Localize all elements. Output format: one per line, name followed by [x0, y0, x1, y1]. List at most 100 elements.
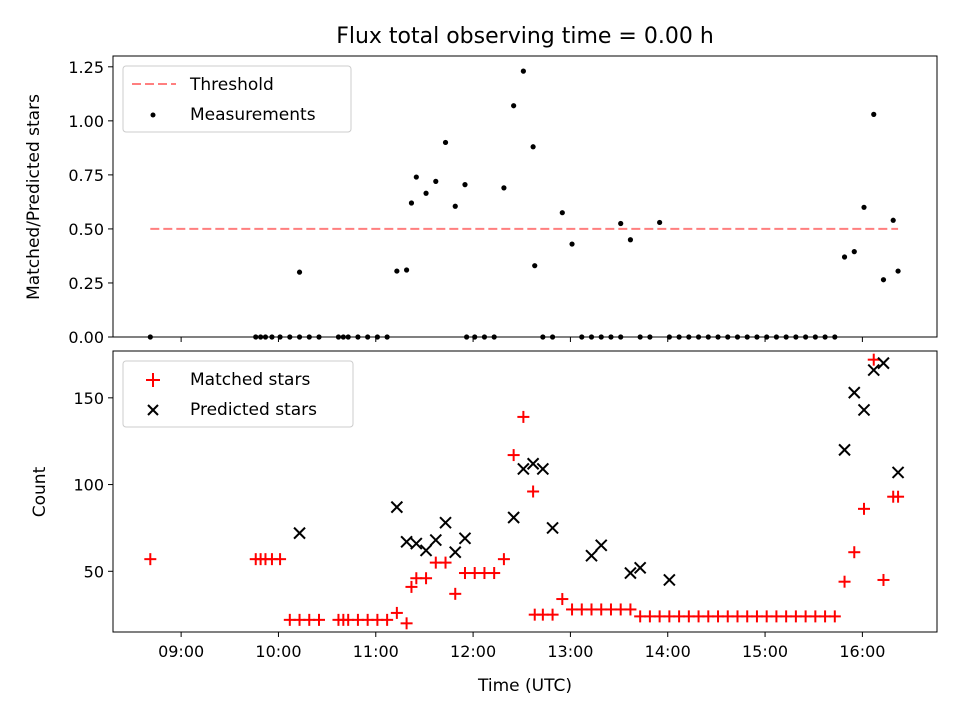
count-y-axis-label: Count [30, 466, 50, 517]
count-legend-box [122, 360, 354, 428]
matched-legend-label: Matched stars [190, 370, 310, 390]
predicted-star-point [838, 443, 851, 457]
predicted-star-stroke-b [848, 386, 861, 399]
measurement-point [890, 217, 896, 223]
ratio-plot-frame [112, 55, 938, 338]
count-plot-axes: 50 100 150 09:00 10:00 11:00 12:00 13:00 14:00 15… [73, 389, 885, 661]
y-tick-label: 50 [84, 562, 104, 581]
count-plot-frame [112, 350, 938, 633]
matched-star-point [313, 613, 325, 626]
matched-star-point [400, 617, 413, 630]
x-tick-label: 16:00 [839, 642, 885, 661]
predicted-star-stroke-b [429, 533, 442, 547]
matched-legend-marker [146, 373, 160, 387]
matched-star-point [624, 603, 637, 616]
measurement-point [627, 237, 634, 243]
measurement-point [296, 269, 303, 275]
x-tick-label: 12:00 [450, 642, 496, 661]
predicted-star-point [595, 539, 608, 552]
matched-star-point [488, 567, 501, 580]
ratio-legend-box [122, 65, 352, 133]
x-tick-label: 13:00 [547, 642, 593, 661]
predicted-star-stroke-b [633, 561, 647, 575]
matched-star-point [439, 556, 452, 569]
measurement-point [433, 178, 439, 184]
predicted-star-stroke-b [458, 532, 472, 545]
threshold-legend-label: Threshold [189, 75, 274, 95]
ratio-plot: 0.00 0.25 0.50 0.75 1.00 1.25 Matched/Predict… [24, 55, 938, 347]
y-tick-label: 0.00 [68, 328, 104, 347]
predicted-star-stroke-b [877, 356, 890, 370]
measurement-point [861, 204, 867, 210]
predicted-star-point [507, 511, 520, 524]
matched-star-point [838, 575, 851, 588]
matched-star-point [546, 608, 559, 621]
predicted-legend-marker [147, 404, 159, 416]
measurement-point [530, 144, 536, 150]
measurement-point [871, 111, 877, 117]
predicted-star-stroke-b [838, 443, 851, 457]
measurements-legend-label: Measurements [190, 105, 316, 125]
measurements-legend-marker [150, 112, 156, 118]
predicted-star-stroke-b [293, 526, 306, 540]
predicted-star-stroke-b [526, 457, 540, 470]
measurement-point [532, 263, 538, 269]
matched-star-point [274, 553, 287, 566]
predicted-star-point [891, 466, 905, 479]
predicted-star-point [419, 544, 433, 557]
measurement-point [880, 277, 887, 283]
measurement-point [413, 174, 419, 180]
predicted-star-stroke-b [410, 537, 423, 550]
predicted-star-point [585, 549, 598, 562]
predicted-star-stroke-b [449, 546, 462, 559]
predicted-star-point [663, 573, 676, 587]
predicted-star-stroke-b [536, 462, 550, 476]
measurement-point [841, 254, 848, 260]
matched-star-point [877, 573, 890, 586]
predicted-star-point [624, 566, 637, 580]
predicted-star-stroke-b [585, 549, 598, 562]
y-tick-label: 0.50 [68, 220, 104, 239]
count-plot-marks [144, 353, 905, 630]
measurement-point [408, 200, 415, 206]
x-tick-label: 14:00 [645, 642, 691, 661]
matched-star-point [848, 546, 861, 559]
predicted-star-stroke-b [595, 539, 608, 552]
predicted-star-point [867, 363, 880, 377]
predicted-star-stroke-b [507, 511, 520, 524]
count-plot: 50 100 150 09:00 10:00 11:00 12:00 13:00 14:00 15… [30, 350, 938, 696]
predicted-star-point [546, 521, 559, 535]
predicted-star-point [458, 532, 472, 545]
matched-star-point [144, 553, 157, 566]
matched-star-point [556, 593, 569, 606]
ratio-plot-axes: 0.00 0.25 0.50 0.75 1.00 1.25 [68, 58, 863, 347]
predicted-star-point [400, 535, 413, 549]
matched-star-point [507, 449, 520, 462]
measurement-point [559, 210, 565, 216]
count-legend: Matched stars Predicted stars [122, 360, 354, 428]
measurement-point [423, 190, 429, 196]
matched-star-point [381, 613, 394, 626]
ratio-legend: Threshold Measurements [122, 65, 352, 133]
predicted-star-point [848, 386, 861, 399]
ratio-y-axis-label: Matched/Predicted stars [24, 94, 44, 300]
predicted-star-point [536, 462, 550, 476]
predicted-star-stroke-b [390, 500, 404, 514]
predicted-star-stroke-b [400, 535, 413, 549]
measurement-point [569, 241, 575, 247]
matched-star-point [517, 410, 530, 423]
predicted-star-point [410, 537, 423, 550]
y-tick-label: 150 [73, 389, 104, 408]
measurement-point [501, 185, 507, 191]
predicted-star-stroke-b [624, 566, 637, 580]
matched-star-point [449, 587, 462, 600]
y-tick-label: 100 [73, 476, 104, 495]
y-tick-label: 0.75 [68, 166, 104, 185]
y-tick-label: 1.25 [68, 58, 104, 77]
predicted-star-stroke-b [419, 544, 433, 557]
matched-star-point [497, 553, 510, 566]
predicted-star-point [526, 457, 540, 470]
matched-star-point [390, 606, 403, 619]
x-axis-label: Time (UTC) [477, 676, 572, 696]
